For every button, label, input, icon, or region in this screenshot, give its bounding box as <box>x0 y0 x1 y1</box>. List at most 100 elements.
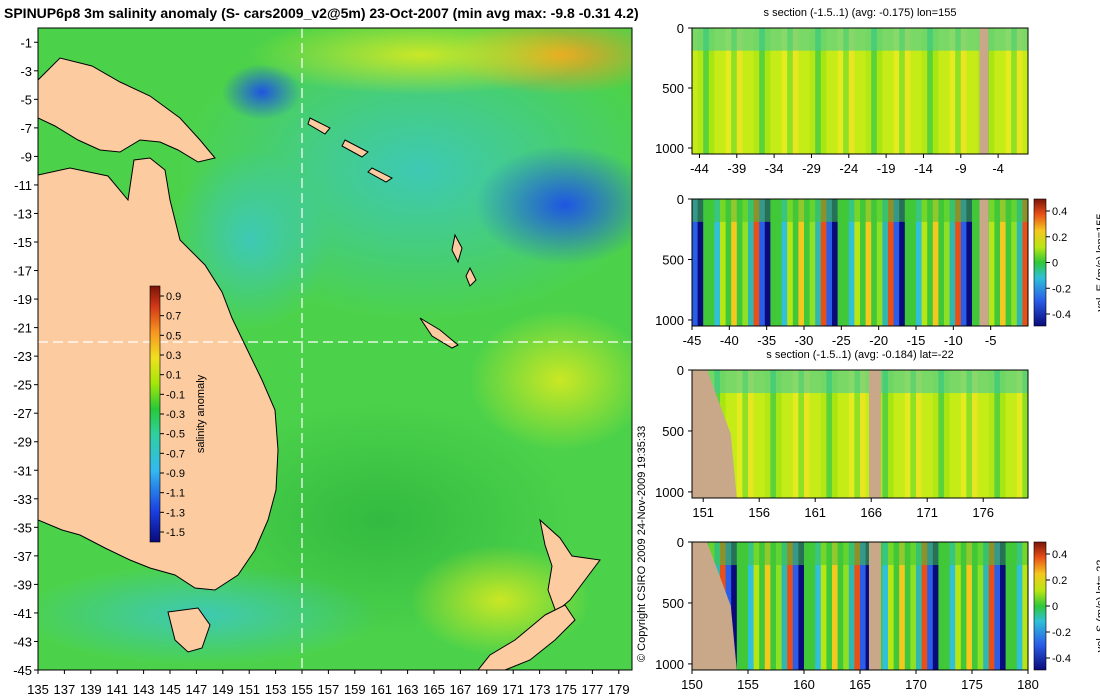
section-field-column <box>697 199 704 326</box>
map-y-tick-label: -37 <box>13 549 32 564</box>
section-field-column <box>893 28 900 154</box>
map-x-tick-label: 145 <box>159 682 181 697</box>
section-field-column <box>966 199 973 326</box>
section-field-column <box>916 199 923 326</box>
section-field-column <box>921 199 928 326</box>
anomaly-cyan-south <box>38 565 380 665</box>
section-x-tick-label: -14 <box>914 161 933 176</box>
section-field-column <box>809 199 816 326</box>
section-colorbar-tick-label: -0.4 <box>1052 653 1071 665</box>
map-x-tick-label: 165 <box>423 682 445 697</box>
map-title: SPINUP6p8 3m salinity anomaly (S- cars20… <box>4 5 639 21</box>
section-field-column <box>759 28 766 154</box>
section-field-column <box>944 370 951 498</box>
map-colorbar-tick-label: -1.1 <box>166 488 185 500</box>
section-field-column <box>742 542 749 670</box>
map-colorbar-tick-label: 0.1 <box>166 370 181 382</box>
map-colorbar-tick-label: 0.3 <box>166 350 181 362</box>
section-field-column <box>916 28 923 154</box>
section-field-column <box>792 28 799 154</box>
section-field-column <box>1011 199 1018 326</box>
section-x-tick-label: 170 <box>905 677 927 692</box>
section-field-column <box>781 28 788 154</box>
section-field-column <box>860 542 867 670</box>
land-new-caledonia <box>419 317 459 349</box>
section-field-column <box>910 370 917 498</box>
section-field-column <box>938 28 945 154</box>
map-x-tick-label: 143 <box>133 682 155 697</box>
section-field-column <box>837 542 844 670</box>
section-surface-layer <box>692 199 1028 222</box>
section-y-tick-label: 0 <box>677 192 684 207</box>
section-field-column <box>994 28 1001 154</box>
map-x-tick-label: 163 <box>397 682 419 697</box>
section-colorbar-tick-label: 0.2 <box>1052 232 1067 244</box>
section-field-column <box>899 542 906 670</box>
section-field-column <box>787 28 794 154</box>
section-field-column <box>904 542 911 670</box>
section-field-column <box>832 199 839 326</box>
section-field-column <box>781 370 788 498</box>
section-field-column <box>753 199 760 326</box>
section-field-column <box>888 199 895 326</box>
map-y-tick-label: -35 <box>13 520 32 535</box>
section-field-column <box>904 370 911 498</box>
map-y-tick-label: -9 <box>20 149 32 164</box>
section-field-column <box>742 199 749 326</box>
section-field-column <box>837 199 844 326</box>
section-field-column <box>916 370 923 498</box>
section-field-column <box>854 199 861 326</box>
map-colorbar-tick-label: -0.5 <box>166 429 185 441</box>
section-field-column <box>1000 542 1007 670</box>
land-solomon-islands <box>307 117 393 183</box>
section-field-column <box>798 199 805 326</box>
map-y-tick-label: -33 <box>13 492 32 507</box>
section-field-column <box>1011 370 1018 498</box>
section-panel-2: 0 500 1000 -45 -40 -35 -30 -25 -20 -15 -10 -5 0.4 0.2… <box>655 192 1100 348</box>
section-field-column <box>843 199 850 326</box>
section-colorbar-tick-label: -0.2 <box>1052 627 1071 639</box>
map-x-tick-label: 179 <box>608 682 630 697</box>
section-field-column <box>1022 370 1029 498</box>
section-field-column <box>1022 542 1029 670</box>
map-y-tick-label: -3 <box>20 64 32 79</box>
section-x-tick-label: 166 <box>860 505 882 520</box>
section-field-column <box>843 542 850 670</box>
section-field-column <box>1016 370 1023 498</box>
section-field-column <box>921 542 928 670</box>
section-y-tick-label: 1000 <box>655 313 684 328</box>
section-field-column <box>949 542 956 670</box>
section-field-column <box>725 199 732 326</box>
section-y-tick-label: 1000 <box>655 141 684 156</box>
section-field-column <box>1011 28 1018 154</box>
section-x-tick-label: 156 <box>748 505 770 520</box>
map-y-axis: -1 -3 -5 -7 -9 -11 -13 -15 -17 -19 -21 -23 -25 -27 -29… <box>13 35 38 678</box>
section-x-tick-label: -45 <box>683 333 702 348</box>
section-colorbar-label: vel. S (m/s) lat=-22 <box>1095 560 1100 653</box>
section-field-column <box>697 28 704 154</box>
section-field-column <box>848 542 855 670</box>
section-field-column <box>759 370 766 498</box>
section-field-column <box>731 199 738 326</box>
section-field-column <box>848 199 855 326</box>
section-field-column <box>770 28 777 154</box>
anomaly-yellow-e <box>470 310 632 450</box>
section-y-tick-label: 500 <box>662 81 684 96</box>
map-x-tick-label: 175 <box>555 682 577 697</box>
map-y-tick-label: -45 <box>13 663 32 678</box>
section-field-column <box>910 28 917 154</box>
section-x-tick-label: -24 <box>839 161 858 176</box>
section-field-column <box>731 370 738 498</box>
section-seamount-mask <box>868 542 881 670</box>
map-y-tick-label: -17 <box>13 264 32 279</box>
map-y-tick-label: -41 <box>13 606 32 621</box>
section-field-column <box>871 28 878 154</box>
section-land-mask <box>692 370 737 498</box>
section-field-column <box>798 542 805 670</box>
map-colorbar-tick-label: 0.9 <box>166 291 181 303</box>
section-field-column <box>932 28 939 154</box>
section-field-column <box>921 28 928 154</box>
map-y-tick-label: -15 <box>13 235 32 250</box>
section-field-column <box>977 370 984 498</box>
